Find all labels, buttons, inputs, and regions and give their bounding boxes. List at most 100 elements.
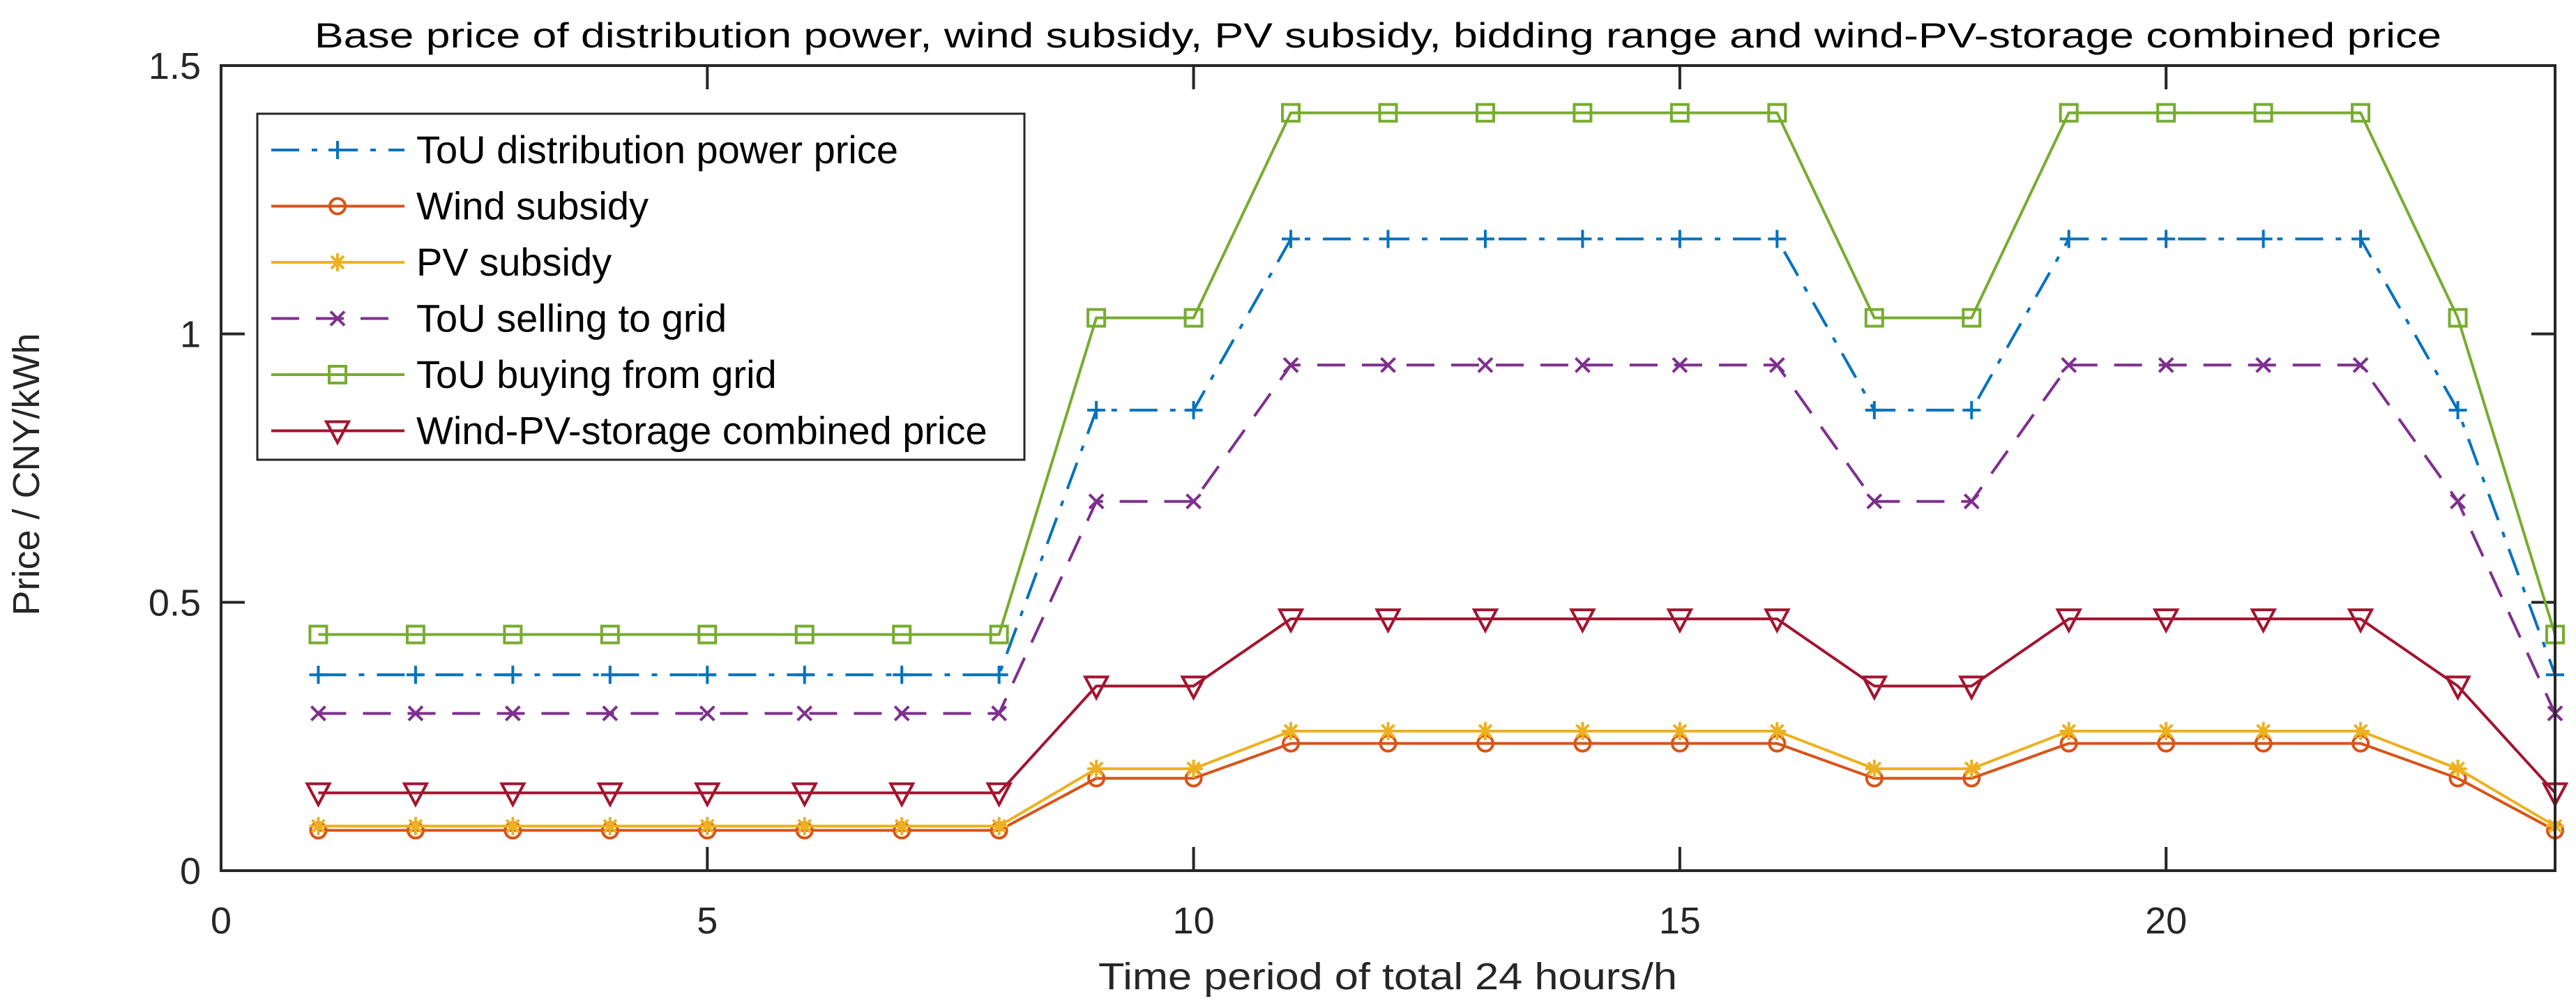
legend-marker — [328, 365, 347, 384]
data-point — [503, 817, 522, 836]
legend-item: ToU buying from grid — [271, 352, 777, 396]
plus-marker — [1184, 400, 1203, 419]
data-point — [1861, 675, 1888, 701]
data-point — [2254, 230, 2273, 248]
square-marker — [1086, 308, 1107, 328]
square-marker — [328, 365, 347, 384]
data-point — [2156, 103, 2176, 123]
plus-marker — [893, 666, 911, 684]
legend-label: PV subsidy — [416, 240, 612, 284]
data-point — [893, 705, 910, 722]
x-tick-label: 10 — [1173, 900, 1215, 942]
x-marker — [1282, 356, 1299, 373]
data-point — [1573, 230, 1592, 248]
data-point — [795, 666, 814, 684]
data-point — [596, 782, 624, 808]
legend: ToU distribution power price Wind subsidy… — [256, 112, 1026, 461]
plus-marker — [1573, 230, 1592, 248]
data-point — [1184, 400, 1203, 419]
data-point — [504, 705, 521, 722]
square-marker — [2156, 103, 2176, 123]
data-point — [1768, 356, 1785, 373]
data-point — [2352, 356, 2369, 373]
y-tick-label: 0.5 — [149, 582, 201, 624]
data-point — [1184, 759, 1203, 778]
plus-marker — [990, 666, 1008, 684]
asterisk-marker — [1282, 721, 1301, 740]
triangle-down-marker — [499, 782, 526, 808]
x-marker — [1963, 493, 1980, 510]
triangle-down-marker — [1569, 608, 1596, 634]
triangle-down-marker — [1082, 675, 1110, 701]
x-tick-label: 15 — [1659, 900, 1701, 942]
x-marker — [893, 705, 910, 722]
data-point — [1374, 608, 1402, 634]
data-point — [2351, 721, 2370, 740]
square-marker — [2253, 103, 2273, 123]
data-point — [990, 817, 1008, 836]
series-line — [318, 363, 2556, 715]
circle-marker — [328, 197, 347, 216]
asterisk-marker — [698, 817, 717, 836]
data-point — [2255, 356, 2272, 373]
square-marker — [794, 624, 815, 645]
data-point — [503, 666, 522, 684]
plus-marker — [328, 141, 347, 159]
data-point — [2347, 608, 2374, 634]
square-marker — [1475, 103, 1495, 123]
plus-marker — [1670, 230, 1689, 248]
asterisk-marker — [1670, 721, 1689, 740]
asterisk-marker — [2059, 721, 2078, 740]
data-point — [791, 782, 819, 808]
data-point — [794, 624, 815, 645]
legend-item: PV subsidy — [271, 240, 612, 284]
y-tick-label: 0 — [180, 850, 201, 892]
asterisk-marker — [328, 253, 347, 271]
data-point — [699, 705, 715, 722]
x-marker — [1768, 356, 1785, 373]
data-point — [1962, 308, 1982, 328]
plus-marker — [1865, 400, 1884, 419]
chart-title: Base price of distribution power, wind s… — [315, 16, 2441, 55]
plus-marker — [698, 666, 717, 684]
legend-box — [256, 112, 1026, 461]
data-point — [305, 782, 332, 808]
x-marker — [310, 705, 326, 722]
data-point — [2448, 759, 2467, 778]
triangle-down-marker — [305, 782, 332, 808]
legend-label: ToU distribution power price — [416, 128, 898, 172]
data-point — [1475, 103, 1495, 123]
asterisk-marker — [2254, 721, 2273, 740]
data-point — [1962, 759, 1981, 778]
x-tick-label: 0 — [211, 900, 232, 942]
data-point — [1865, 400, 1884, 419]
data-point — [1767, 103, 1787, 123]
data-point — [1087, 400, 1106, 419]
series-line — [318, 111, 2556, 636]
plus-marker — [795, 666, 814, 684]
plus-marker — [2157, 230, 2176, 248]
data-point — [888, 782, 916, 808]
data-point — [991, 705, 1008, 722]
x-marker — [2158, 356, 2174, 373]
data-point — [499, 782, 526, 808]
asterisk-marker — [1184, 759, 1203, 778]
legend-label: Wind-PV-storage combined price — [416, 409, 987, 453]
legend-item: ToU selling to grid — [271, 296, 727, 340]
data-point — [1082, 675, 1110, 701]
data-point — [1957, 675, 1985, 701]
triangle-down-marker — [2250, 608, 2277, 634]
square-marker — [1573, 103, 1593, 123]
triangle-down-marker — [985, 782, 1013, 808]
plus-marker — [1476, 230, 1494, 248]
data-point — [1380, 356, 1396, 373]
data-point — [1471, 608, 1499, 634]
x-marker — [2255, 356, 2272, 373]
series-line — [318, 729, 2556, 828]
data-point — [1282, 721, 1301, 740]
plus-marker — [2059, 230, 2078, 248]
triangle-down-marker — [402, 782, 430, 808]
data-point — [407, 705, 424, 722]
plus-marker — [406, 666, 425, 684]
data-point — [1670, 230, 1689, 248]
